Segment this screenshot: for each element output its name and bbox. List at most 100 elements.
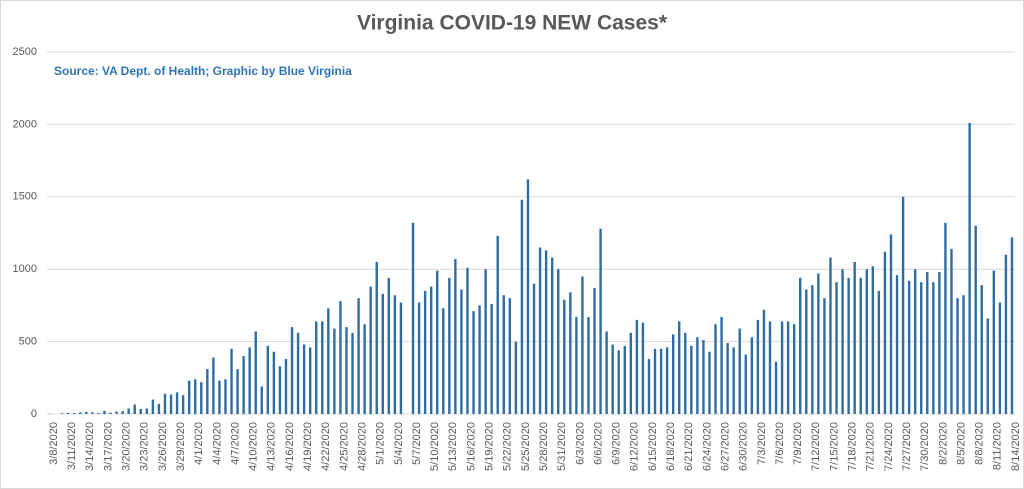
bar	[145, 408, 149, 414]
bar	[768, 321, 772, 414]
bar	[847, 277, 850, 414]
bar	[381, 293, 384, 414]
y-tick-label: 2000	[13, 118, 37, 130]
bar	[593, 288, 596, 414]
bar	[375, 261, 378, 414]
x-tick-label: 5/1/2020	[375, 422, 387, 465]
bar	[623, 345, 626, 414]
bar	[550, 257, 554, 414]
y-tick-label: 0	[31, 408, 37, 420]
bar	[859, 277, 862, 414]
x-tick-label: 4/22/2020	[320, 422, 332, 471]
bar	[302, 344, 306, 414]
x-tick-label: 8/5/2020	[955, 422, 967, 465]
x-tick-label: 3/14/2020	[84, 422, 96, 471]
bar	[913, 269, 917, 414]
bar	[472, 311, 475, 414]
x-tick-label: 4/16/2020	[284, 422, 296, 471]
bar	[484, 269, 487, 414]
x-tick-label: 5/31/2020	[556, 422, 568, 471]
bar	[466, 267, 469, 414]
x-tick-label: 8/14/2020	[1010, 422, 1022, 471]
bar	[611, 344, 614, 414]
x-tick-label: 6/30/2020	[738, 422, 750, 471]
x-tick-label: 5/25/2020	[520, 422, 532, 471]
bar	[853, 261, 856, 414]
bar	[720, 316, 723, 414]
x-tick-label: 6/15/2020	[647, 422, 659, 471]
x-tick-label: 4/4/2020	[211, 422, 223, 465]
bar	[756, 319, 760, 414]
bar	[411, 222, 415, 414]
bar	[254, 331, 257, 414]
bar	[333, 328, 336, 414]
x-tick-label: 7/6/2020	[774, 422, 786, 465]
x-tick-label: 3/17/2020	[102, 422, 114, 471]
bar	[786, 321, 790, 414]
bar	[920, 282, 923, 414]
bar	[369, 286, 372, 414]
bar	[260, 386, 263, 414]
x-tick-label: 3/11/2020	[66, 422, 78, 470]
x-tick-label: 5/19/2020	[484, 422, 496, 471]
x-tick-label: 3/20/2020	[121, 422, 133, 471]
bar	[883, 251, 887, 414]
bar	[151, 399, 155, 414]
x-tick-label: 7/12/2020	[810, 422, 822, 471]
bar	[157, 403, 161, 414]
bar	[85, 411, 88, 414]
bar	[357, 298, 360, 414]
bar	[514, 341, 518, 414]
bar	[944, 222, 947, 414]
chart-title: Virginia COVID-19 NEW Cases*	[357, 12, 668, 35]
x-tick-label: 7/9/2020	[792, 422, 804, 465]
bar	[805, 289, 808, 414]
bar	[926, 272, 929, 414]
bar	[508, 298, 512, 414]
bar	[200, 382, 203, 414]
bar	[187, 380, 191, 414]
bar	[587, 316, 590, 414]
bar	[133, 404, 136, 414]
x-tick-label: 7/30/2020	[919, 422, 931, 471]
bar	[684, 332, 687, 414]
bar	[956, 298, 959, 414]
x-tick-label: 6/24/2020	[701, 422, 713, 471]
bar	[665, 347, 669, 414]
bar	[66, 412, 70, 414]
x-tick-label: 4/7/2020	[229, 422, 241, 465]
bar	[581, 276, 584, 414]
x-tick-label: 5/13/2020	[447, 422, 459, 471]
bar	[242, 356, 245, 414]
bar	[708, 351, 711, 414]
bar	[575, 316, 578, 414]
x-tick-label: 6/12/2020	[629, 422, 641, 471]
bar	[478, 305, 481, 414]
bar	[91, 412, 94, 414]
bar	[520, 199, 524, 414]
x-tick-label: 5/16/2020	[465, 422, 477, 471]
bar	[194, 379, 197, 414]
bar	[938, 272, 941, 414]
bar	[726, 343, 729, 414]
bar	[206, 369, 209, 414]
bar	[97, 413, 100, 414]
bar	[702, 340, 705, 414]
bar	[175, 392, 179, 414]
bar	[315, 321, 318, 414]
bar	[387, 277, 391, 414]
bar	[442, 308, 445, 414]
bar	[363, 324, 366, 414]
x-tick-label: 3/29/2020	[175, 422, 187, 471]
bar	[647, 358, 651, 414]
x-tick-label: 4/19/2020	[302, 422, 314, 471]
x-tick-label: 5/4/2020	[393, 422, 405, 465]
bar	[817, 273, 820, 414]
x-tick-label: 3/8/2020	[48, 422, 60, 465]
bar	[423, 290, 427, 414]
x-tick-label: 7/24/2020	[883, 422, 895, 471]
x-tick-label: 6/9/2020	[611, 422, 623, 465]
bar	[448, 277, 451, 414]
bar	[181, 395, 185, 414]
